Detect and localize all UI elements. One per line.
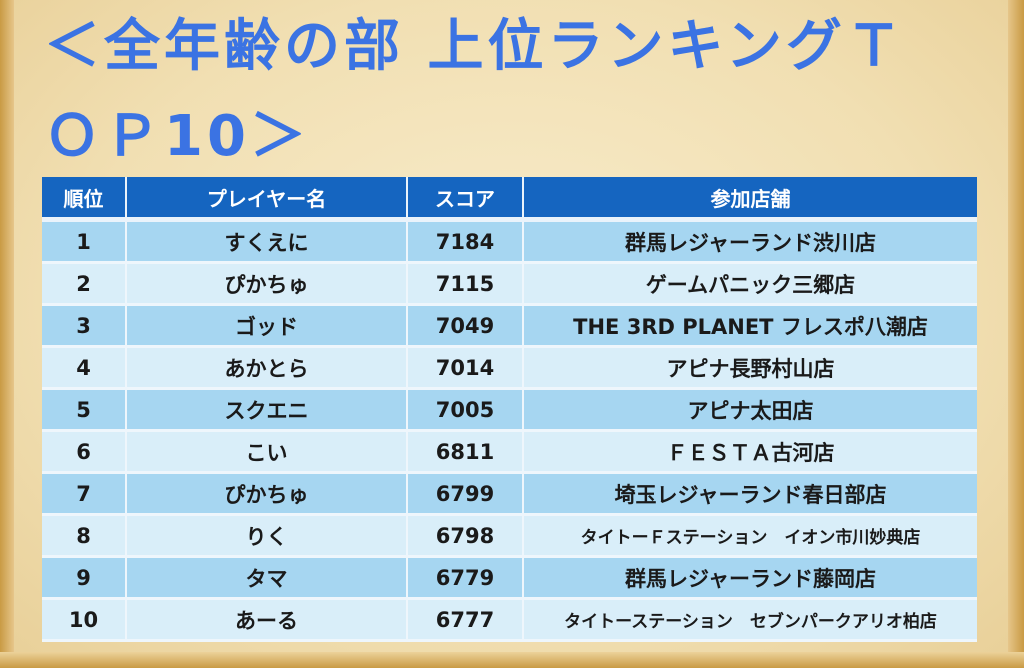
frame-right-border [1008, 0, 1024, 668]
player-cell: こい [126, 430, 408, 474]
table-row: 10 あーる 6777 タイトーステーション セブンパークアリオ柏店 [42, 598, 977, 642]
store-cell: ＦＥＳＴＡ古河店 [523, 430, 977, 474]
store-cell: 群馬レジャーランド藤岡店 [523, 556, 977, 600]
score-cell: 7005 [407, 388, 524, 432]
store-cell: 群馬レジャーランド渋川店 [523, 219, 977, 264]
frame-bottom-border [0, 652, 1024, 668]
player-cell: すくえに [126, 219, 408, 264]
rank-cell: 8 [42, 514, 127, 558]
player-cell: ゴッド [126, 304, 408, 348]
score-cell: 6811 [407, 430, 524, 474]
table-row: 9 タマ 6779 群馬レジャーランド藤岡店 [42, 556, 977, 600]
table-row: 4 あかとら 7014 アピナ長野村山店 [42, 346, 977, 390]
player-cell: あかとら [126, 346, 408, 390]
ranking-table: 順位 プレイヤー名 スコア 参加店舗 1 すくえに 7184 群馬レジャーランド… [42, 177, 977, 642]
score-cell: 7014 [407, 346, 524, 390]
score-cell: 6798 [407, 514, 524, 558]
rank-cell: 7 [42, 472, 127, 516]
table-row: 6 こい 6811 ＦＥＳＴＡ古河店 [42, 430, 977, 474]
table-row: 2 ぴかちゅ 7115 ゲームパニック三郷店 [42, 262, 977, 306]
store-cell: アピナ太田店 [523, 388, 977, 432]
rank-cell: 4 [42, 346, 127, 390]
score-cell: 7184 [407, 219, 524, 264]
frame-left-border [0, 0, 14, 668]
store-cell: 埼玉レジャーランド春日部店 [523, 472, 977, 516]
header-rank: 順位 [42, 177, 127, 222]
store-cell: ゲームパニック三郷店 [523, 262, 977, 306]
page-title: ＜全年齢の部 上位ランキングＴＯＰ10＞ [44, 14, 906, 169]
player-cell: りく [126, 514, 408, 558]
rank-cell: 6 [42, 430, 127, 474]
table-row: 7 ぴかちゅ 6799 埼玉レジャーランド春日部店 [42, 472, 977, 516]
player-cell: タマ [126, 556, 408, 600]
header-player: プレイヤー名 [126, 177, 408, 222]
rank-cell: 9 [42, 556, 127, 600]
rank-cell: 3 [42, 304, 127, 348]
store-cell: THE 3RD PLANET フレスポ八潮店 [523, 304, 977, 348]
rank-cell: 10 [42, 598, 127, 642]
table-row: 8 りく 6798 タイトーＦステーション イオン市川妙典店 [42, 514, 977, 558]
score-cell: 6779 [407, 556, 524, 600]
player-cell: ぴかちゅ [126, 472, 408, 516]
table-row: 1 すくえに 7184 群馬レジャーランド渋川店 [42, 219, 977, 264]
header-row: 順位 プレイヤー名 スコア 参加店舗 [42, 177, 977, 222]
table-row: 3 ゴッド 7049 THE 3RD PLANET フレスポ八潮店 [42, 304, 977, 348]
score-cell: 6799 [407, 472, 524, 516]
header-store: 参加店舗 [523, 177, 977, 222]
rank-cell: 2 [42, 262, 127, 306]
table-row: 5 スクエニ 7005 アピナ太田店 [42, 388, 977, 432]
player-cell: スクエニ [126, 388, 408, 432]
score-cell: 6777 [407, 598, 524, 642]
rank-cell: 1 [42, 219, 127, 264]
score-cell: 7115 [407, 262, 524, 306]
store-cell: タイトーステーション セブンパークアリオ柏店 [523, 598, 977, 642]
rank-cell: 5 [42, 388, 127, 432]
player-cell: ぴかちゅ [126, 262, 408, 306]
player-cell: あーる [126, 598, 408, 642]
score-cell: 7049 [407, 304, 524, 348]
store-cell: タイトーＦステーション イオン市川妙典店 [523, 514, 977, 558]
store-cell: アピナ長野村山店 [523, 346, 977, 390]
header-score: スコア [407, 177, 524, 222]
